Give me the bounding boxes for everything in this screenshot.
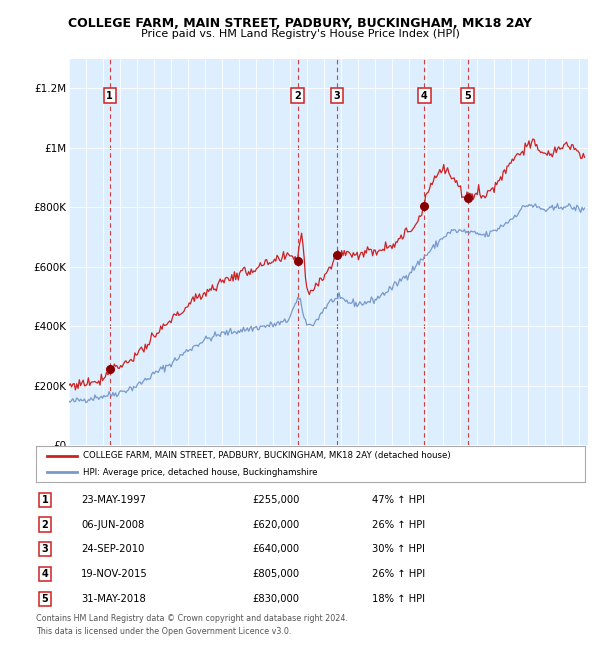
Text: 31-MAY-2018: 31-MAY-2018	[81, 593, 146, 604]
Text: 1: 1	[106, 91, 113, 101]
Text: 4: 4	[421, 91, 428, 101]
Text: 30% ↑ HPI: 30% ↑ HPI	[372, 544, 425, 554]
Text: 19-NOV-2015: 19-NOV-2015	[81, 569, 148, 579]
Text: 5: 5	[464, 91, 471, 101]
Text: 4: 4	[41, 569, 49, 579]
Text: 06-JUN-2008: 06-JUN-2008	[81, 519, 144, 530]
Text: 1: 1	[41, 495, 49, 505]
Text: £830,000: £830,000	[252, 593, 299, 604]
Text: This data is licensed under the Open Government Licence v3.0.: This data is licensed under the Open Gov…	[36, 627, 292, 636]
Text: Contains HM Land Registry data © Crown copyright and database right 2024.: Contains HM Land Registry data © Crown c…	[36, 614, 348, 623]
Text: £255,000: £255,000	[252, 495, 299, 505]
Text: HPI: Average price, detached house, Buckinghamshire: HPI: Average price, detached house, Buck…	[83, 468, 317, 477]
Text: £640,000: £640,000	[252, 544, 299, 554]
Text: 24-SEP-2010: 24-SEP-2010	[81, 544, 145, 554]
Text: 47% ↑ HPI: 47% ↑ HPI	[372, 495, 425, 505]
Text: 3: 3	[41, 544, 49, 554]
Text: 5: 5	[41, 593, 49, 604]
Text: Price paid vs. HM Land Registry's House Price Index (HPI): Price paid vs. HM Land Registry's House …	[140, 29, 460, 38]
Text: 26% ↑ HPI: 26% ↑ HPI	[372, 569, 425, 579]
Text: 2: 2	[41, 519, 49, 530]
Text: 2: 2	[294, 91, 301, 101]
Text: COLLEGE FARM, MAIN STREET, PADBURY, BUCKINGHAM, MK18 2AY: COLLEGE FARM, MAIN STREET, PADBURY, BUCK…	[68, 17, 532, 30]
Text: 23-MAY-1997: 23-MAY-1997	[81, 495, 146, 505]
Text: 3: 3	[333, 91, 340, 101]
Text: £620,000: £620,000	[252, 519, 299, 530]
Text: COLLEGE FARM, MAIN STREET, PADBURY, BUCKINGHAM, MK18 2AY (detached house): COLLEGE FARM, MAIN STREET, PADBURY, BUCK…	[83, 451, 450, 460]
Text: 26% ↑ HPI: 26% ↑ HPI	[372, 519, 425, 530]
Text: 18% ↑ HPI: 18% ↑ HPI	[372, 593, 425, 604]
Text: £805,000: £805,000	[252, 569, 299, 579]
